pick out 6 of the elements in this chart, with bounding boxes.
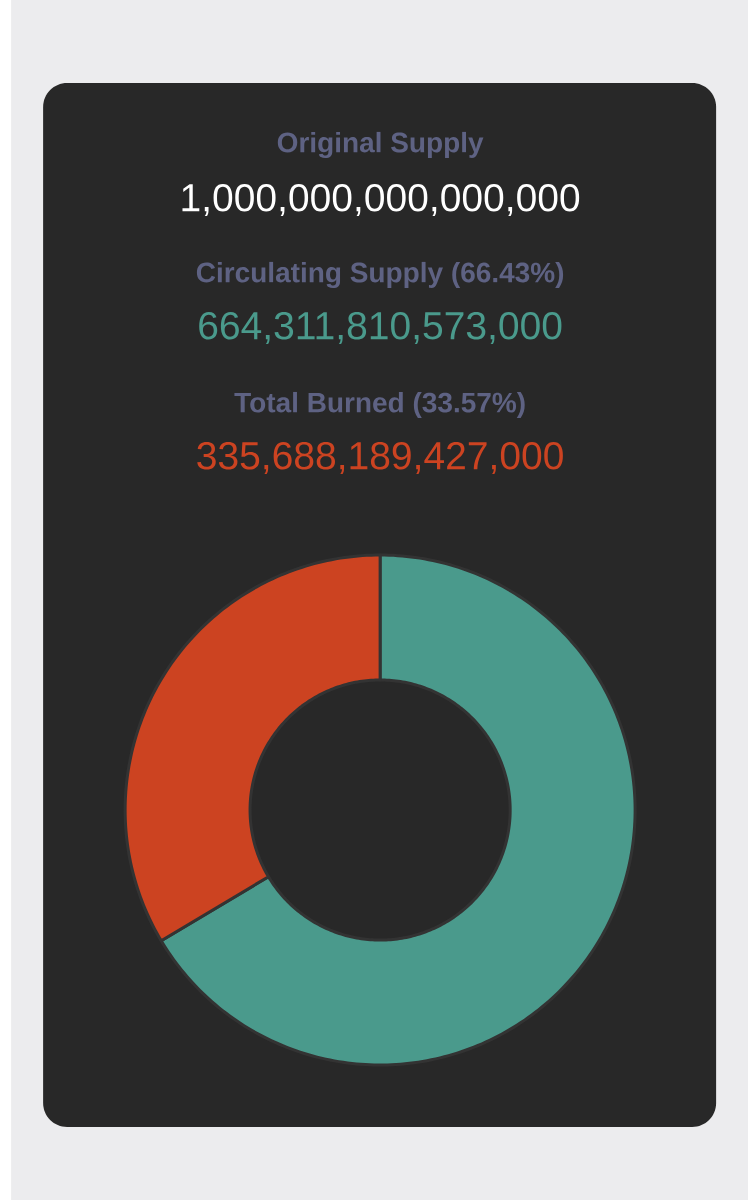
- text: 335,688,189,427,000: [197, 441, 563, 475]
- chart-subtitle: 1,000,000,000,000,000: [182, 183, 580, 217]
- chart-title: Original Supply: [277, 131, 484, 159]
- text: Total Burned (33.57%): [234, 391, 525, 419]
- text: Circulating Supply (66.43%): [196, 261, 564, 289]
- text: 664,311,810,573,000: [199, 311, 562, 345]
